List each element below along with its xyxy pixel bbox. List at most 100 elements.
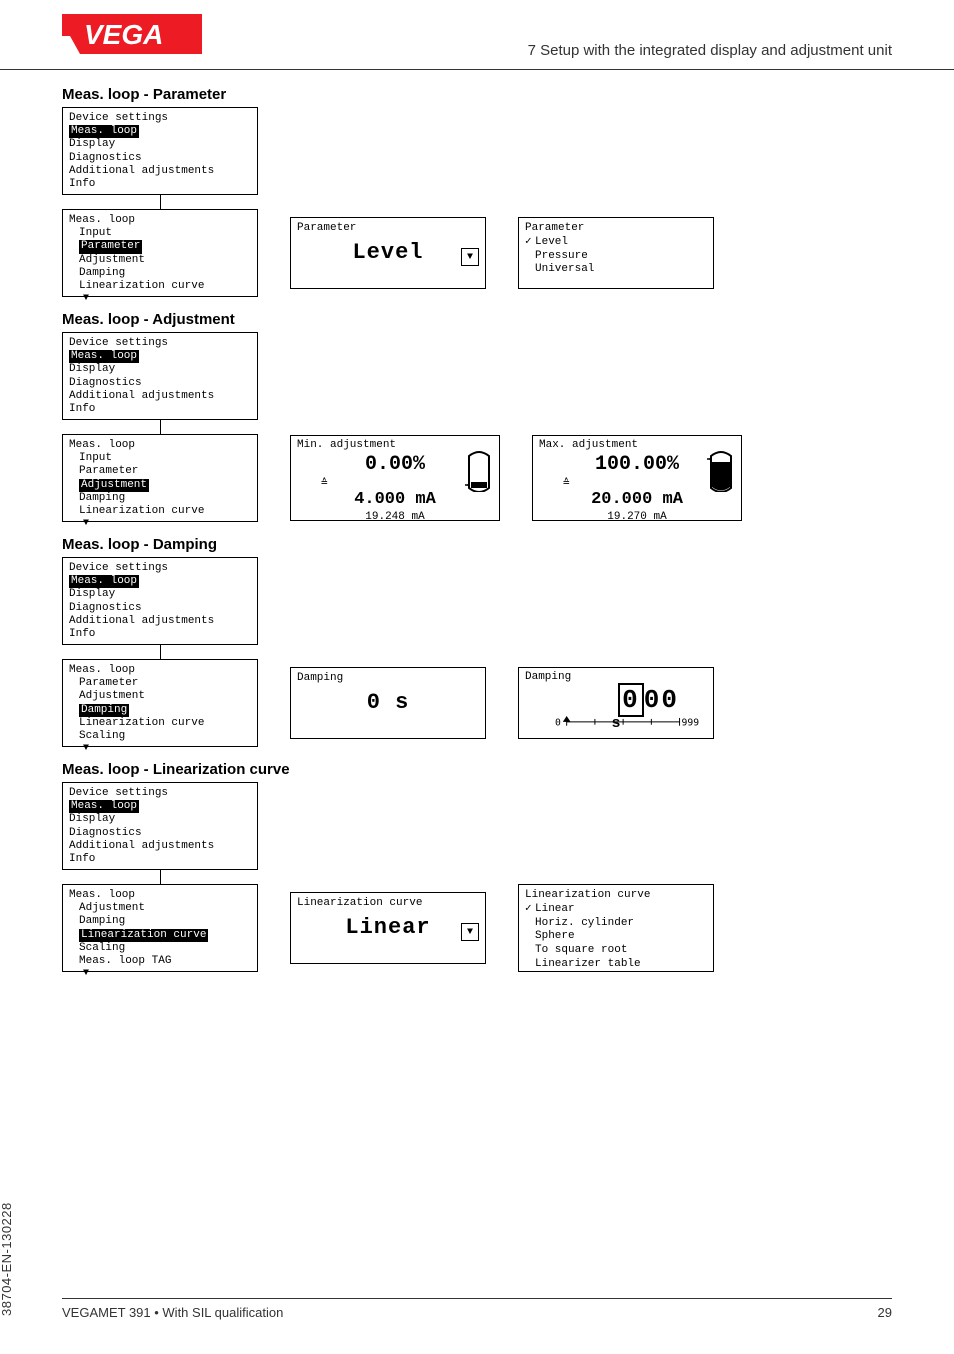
menu-item[interactable]: Damping (69, 915, 251, 928)
options-label: Linearization curve (525, 889, 707, 903)
menu-item[interactable]: Adjustment (69, 254, 251, 267)
menu-item[interactable]: Damping (69, 267, 251, 280)
menu-item[interactable]: Display (69, 363, 251, 376)
menu-item[interactable]: Display (69, 138, 251, 151)
damping-value-label: Damping (297, 672, 479, 684)
menu-item[interactable]: Info (69, 178, 251, 191)
option-item[interactable]: Pressure (525, 250, 707, 264)
max-adjust-raw: 19.270 mA (539, 511, 735, 523)
menu-item[interactable]: Meas. loop (69, 575, 251, 588)
option-item[interactable]: ✓Level (525, 236, 707, 250)
menu-item[interactable]: Meas. loop (69, 125, 251, 138)
menu-item[interactable]: Parameter (69, 465, 251, 478)
min-adjust-label: Min. adjustment (297, 439, 493, 451)
menu-item[interactable]: Meas. loop (69, 889, 251, 902)
option-item[interactable]: ✓Linear (525, 903, 707, 917)
menu-item[interactable]: Info (69, 403, 251, 416)
max-adjustment-box[interactable]: Max. adjustment 100.00% ≙ 20.000 mA 19.2… (532, 435, 742, 521)
min-adjust-raw: 19.248 mA (297, 511, 493, 523)
menu-item[interactable]: Input (69, 227, 251, 240)
sub-menu-linearization[interactable]: Meas. loopAdjustmentDampingLinearization… (62, 884, 258, 972)
section-damping: Meas. loop - Damping Device settingsMeas… (62, 536, 892, 747)
menu-item[interactable]: Diagnostics (69, 827, 251, 840)
top-bar: VEGA 7 Setup with the integrated display… (0, 0, 954, 70)
menu-item[interactable]: Device settings (69, 337, 251, 350)
page-footer: VEGAMET 391 • With SIL qualification 29 (62, 1298, 892, 1320)
min-adjustment-box[interactable]: Min. adjustment 0.00% ≙ 4.000 mA 19.248 … (290, 435, 500, 521)
menu-item[interactable]: Parameter (69, 677, 251, 690)
connector (160, 645, 161, 659)
menu-item[interactable]: Scaling (69, 730, 251, 743)
doc-id-vertical: 38704-EN-130228 (0, 1202, 14, 1316)
menu-item[interactable]: Additional adjustments (69, 390, 251, 403)
min-adjust-pct: 0.00% (297, 453, 493, 476)
menu-item[interactable]: Adjustment (69, 479, 251, 492)
option-item[interactable]: Linearizer table (525, 958, 707, 972)
option-item[interactable]: To square root (525, 944, 707, 958)
menu-item[interactable]: Linearization curve (69, 280, 251, 293)
menu-item[interactable]: Adjustment (69, 690, 251, 703)
menu-item[interactable]: Meas. loop (69, 664, 251, 677)
menu-item[interactable]: Additional adjustments (69, 615, 251, 628)
linearization-value-label: Linearization curve (297, 897, 479, 909)
damping-slider[interactable]: 0 999 (555, 716, 701, 730)
menu-item[interactable]: Info (69, 853, 251, 866)
logo-text: VEGA (84, 19, 163, 50)
menu-item[interactable]: Damping (69, 492, 251, 505)
menu-item[interactable]: Meas. loop (69, 214, 251, 227)
parameter-value-label: Parameter (297, 222, 479, 234)
menu-item[interactable]: Device settings (69, 787, 251, 800)
max-adjust-label: Max. adjustment (539, 439, 735, 451)
svg-text:0: 0 (555, 718, 561, 729)
section-title-linearization: Meas. loop - Linearization curve (62, 761, 892, 778)
menu-item[interactable]: Linearization curve (69, 717, 251, 730)
menu-item[interactable]: Diagnostics (69, 152, 251, 165)
parameter-value-box[interactable]: Parameter Level ▼ (290, 217, 486, 289)
damping-value-box[interactable]: Damping 0 s (290, 667, 486, 739)
menu-item[interactable]: Diagnostics (69, 377, 251, 390)
root-menu-linearization[interactable]: Device settingsMeas. loopDisplayDiagnost… (62, 782, 258, 870)
parameter-options[interactable]: Parameter✓LevelPressureUniversal (518, 217, 714, 289)
menu-item[interactable]: Device settings (69, 112, 251, 125)
sub-menu-damping[interactable]: Meas. loopParameterAdjustmentDampingLine… (62, 659, 258, 747)
linearization-value-box[interactable]: Linearization curve Linear ▼ (290, 892, 486, 964)
menu-item[interactable]: Meas. loop TAG (69, 955, 251, 968)
menu-item[interactable]: Adjustment (69, 902, 251, 915)
option-item[interactable]: Horiz. cylinder (525, 917, 707, 931)
max-adjust-pct: 100.00% (539, 453, 735, 476)
menu-item[interactable]: Info (69, 628, 251, 641)
menu-item[interactable]: Parameter (69, 240, 251, 253)
menu-item[interactable]: Meas. loop (69, 800, 251, 813)
menu-item[interactable]: Additional adjustments (69, 165, 251, 178)
options-label: Parameter (525, 222, 707, 236)
option-item[interactable]: Universal (525, 263, 707, 277)
section-title-adjustment: Meas. loop - Adjustment (62, 311, 892, 328)
menu-item[interactable]: Linearization curve (69, 929, 251, 942)
menu-item[interactable]: Display (69, 588, 251, 601)
root-menu-parameter[interactable]: Device settingsMeas. loopDisplayDiagnost… (62, 107, 258, 195)
menu-item[interactable]: Linearization curve (69, 505, 251, 518)
menu-item[interactable]: Meas. loop (69, 350, 251, 363)
dropdown-icon[interactable]: ▼ (461, 248, 479, 266)
footer-page: 29 (878, 1305, 892, 1320)
sub-menu-parameter[interactable]: Meas. loopInputParameterAdjustmentDampin… (62, 209, 258, 297)
dropdown-icon[interactable]: ▼ (461, 923, 479, 941)
menu-item[interactable]: Additional adjustments (69, 840, 251, 853)
section-title-parameter: Meas. loop - Parameter (62, 86, 892, 103)
option-item[interactable]: Sphere (525, 930, 707, 944)
sub-menu-adjustment[interactable]: Meas. loopInputParameterAdjustmentDampin… (62, 434, 258, 522)
damping-odo-label: Damping (525, 671, 707, 683)
svg-text:999: 999 (682, 718, 700, 729)
menu-item[interactable]: Display (69, 813, 251, 826)
menu-item[interactable]: Device settings (69, 562, 251, 575)
menu-item[interactable]: Diagnostics (69, 602, 251, 615)
menu-item[interactable]: Damping (69, 704, 251, 717)
root-menu-adjustment[interactable]: Device settingsMeas. loopDisplayDiagnost… (62, 332, 258, 420)
scroll-down-icon: ▼ (73, 518, 251, 530)
damping-odometer-box[interactable]: Damping 000 s 0 999 (518, 667, 714, 739)
menu-item[interactable]: Meas. loop (69, 439, 251, 452)
root-menu-damping[interactable]: Device settingsMeas. loopDisplayDiagnost… (62, 557, 258, 645)
menu-item[interactable]: Input (69, 452, 251, 465)
menu-item[interactable]: Scaling (69, 942, 251, 955)
linearization-options[interactable]: Linearization curve✓LinearHoriz. cylinde… (518, 884, 714, 972)
